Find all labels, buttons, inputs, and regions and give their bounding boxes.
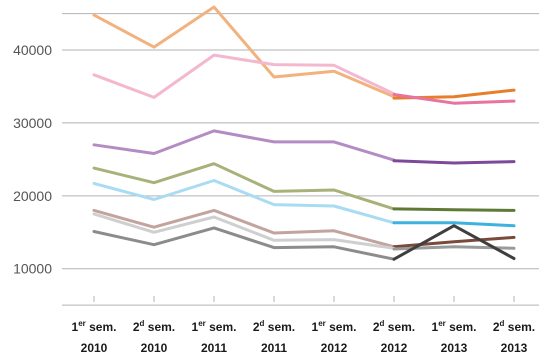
x-tick-superscript: er [78, 319, 86, 328]
x-tick-number: 1 [72, 320, 79, 334]
series-line [92, 179, 396, 225]
x-tick-label-semester: 2d sem. [373, 319, 415, 334]
series-line [92, 162, 396, 211]
x-tick-label-year: 2012 [381, 341, 408, 355]
y-tick-label: 40000 [13, 42, 52, 58]
gridlines [62, 13, 539, 306]
x-tick-label-year: 2012 [321, 341, 348, 355]
series-line [92, 212, 396, 250]
x-tick-superscript: er [318, 319, 326, 328]
x-tick-sem: sem. [264, 320, 295, 334]
x-tick-label-semester: 2d sem. [133, 319, 175, 334]
x-tick-number: 2 [373, 320, 380, 334]
x-tick-label-year: 2010 [141, 341, 168, 355]
series-line [392, 224, 516, 261]
series-line [92, 5, 396, 99]
x-tick-label-year: 2010 [81, 341, 108, 355]
x-tick-label-year: 2013 [501, 341, 528, 355]
series-line [392, 207, 516, 212]
x-tick-sem: sem. [384, 320, 415, 334]
series-lines [92, 5, 516, 261]
x-tick-sem: sem. [206, 320, 237, 334]
x-tick-sem: sem. [504, 320, 535, 334]
x-tick-label-year: 2011 [201, 341, 227, 355]
y-tick-label: 30000 [13, 115, 52, 131]
x-tick-superscript: d [260, 319, 265, 328]
x-tick-superscript: er [438, 319, 446, 328]
x-tick-number: 1 [432, 320, 439, 334]
series-line [92, 208, 396, 249]
x-tick-sem: sem. [144, 320, 175, 334]
x-tick-label-semester: 1er sem. [72, 319, 117, 334]
y-axis: 10000 20000 30000 40000 [13, 42, 52, 277]
x-tick-label-semester: 2d sem. [493, 319, 535, 334]
x-tick-label-year: 2011 [261, 341, 287, 355]
x-tick-label-year: 2013 [441, 341, 468, 355]
x-tick-sem: sem. [446, 320, 477, 334]
x-tick-number: 1 [192, 320, 199, 334]
x-tick-label-semester: 1er sem. [432, 319, 477, 334]
y-tick-label: 10000 [13, 261, 52, 277]
x-tick-superscript: d [500, 319, 505, 328]
series-line [392, 235, 516, 249]
series-line [92, 226, 396, 261]
x-tick-number: 2 [493, 320, 500, 334]
x-tick-superscript: d [380, 319, 385, 328]
x-tick-label-semester: 1er sem. [192, 319, 237, 334]
series-line [392, 159, 516, 165]
series-line [92, 129, 396, 162]
x-tick-number: 1 [312, 320, 319, 334]
series-line [392, 93, 516, 105]
y-tick-label: 20000 [13, 188, 52, 204]
series-line [392, 221, 516, 228]
x-tick-label-semester: 2d sem. [253, 319, 295, 334]
x-tick-number: 2 [133, 320, 140, 334]
x-tick-superscript: er [198, 319, 206, 328]
x-tick-number: 2 [253, 320, 260, 334]
x-tick-sem: sem. [86, 320, 117, 334]
series-line [92, 53, 396, 99]
x-tick-superscript: d [140, 319, 145, 328]
x-tick-label-semester: 1er sem. [312, 319, 357, 334]
x-tick-sem: sem. [326, 320, 357, 334]
